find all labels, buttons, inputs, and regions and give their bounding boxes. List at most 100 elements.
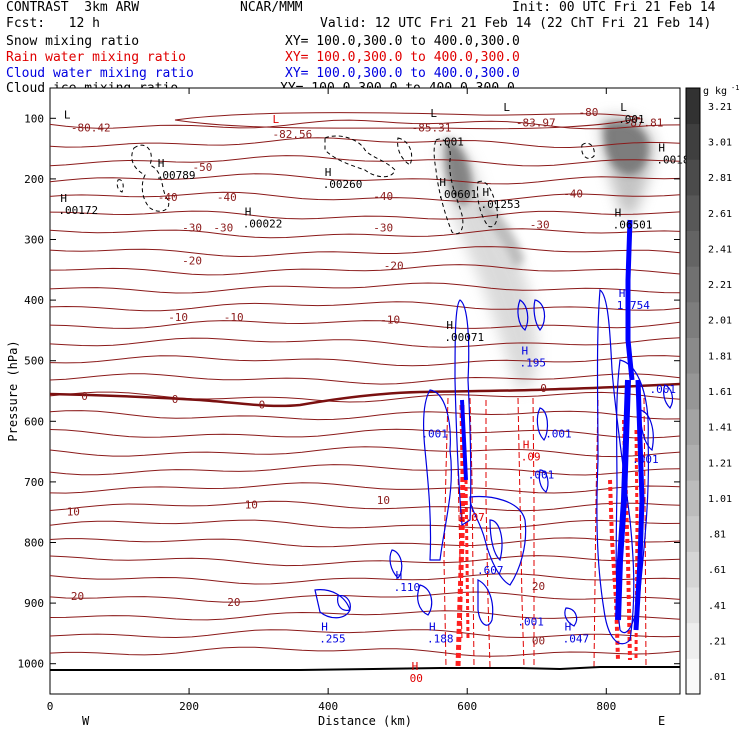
extremum-value: .01253 [481, 198, 521, 211]
colorbar-label: .01 [708, 672, 726, 683]
isotherm-line [49, 137, 681, 149]
x-tick-label: 200 [179, 700, 199, 713]
isotherm-line [49, 446, 681, 458]
colorbar-label: 3.21 [708, 102, 732, 113]
isotherm-line [49, 246, 681, 258]
extremum-letter: H [522, 345, 529, 358]
colorbar-frame [685, 87, 701, 695]
temperature-label: 20 [71, 590, 84, 603]
freezing-level-contour [49, 382, 681, 408]
colorbar-unit-exponent: -1 [731, 84, 739, 92]
extremum-value: .001 [517, 615, 544, 628]
west-label: W [82, 714, 90, 728]
colorbar-swatch [686, 88, 700, 125]
isotherm-line [49, 500, 681, 512]
temperature-label: -40 [217, 191, 237, 204]
isotherm-line [49, 573, 681, 585]
x-tick-label: 600 [457, 700, 477, 713]
extremum-value: .607 [477, 564, 504, 577]
temperature-label: -10 [168, 311, 188, 324]
extremum-value: .00172 [58, 204, 98, 217]
field-cloud-xy: XY= 100.0,300.0 to 400.0,300.0 [285, 66, 520, 81]
temperature-label: -85.31 [412, 121, 452, 134]
extremum-letter: H [396, 569, 403, 582]
isotherm-line [49, 519, 681, 529]
isotherm-line [49, 210, 681, 220]
extremum-value: .00601 [437, 188, 477, 201]
temperature-label: 10 [245, 498, 258, 511]
snow-shading [438, 115, 655, 392]
isotherm-line [49, 428, 681, 439]
temperature-label: -83.97 [516, 117, 556, 130]
temperature-label: 0 [172, 393, 179, 406]
extremum-value: .001 [632, 453, 659, 466]
temperature-label: -40 [373, 190, 393, 203]
extremum-value: .001 [528, 469, 555, 482]
colorbar-swatch [686, 159, 700, 196]
colorbar-label: 2.41 [708, 244, 732, 255]
y-tick-label: 100 [24, 112, 44, 125]
colorbar-swatch [686, 230, 700, 267]
colorbar-label: 2.01 [708, 316, 732, 327]
isotherm-line [49, 591, 681, 603]
x-tick-label: 400 [318, 700, 338, 713]
colorbar-swatch [686, 622, 700, 659]
y-tick-label: 500 [24, 355, 44, 368]
y-tick-label: 1000 [18, 658, 45, 671]
y-tick-label: 900 [24, 597, 44, 610]
field-rain-name: Rain water mixing ratio [6, 50, 187, 65]
isotherm-line [49, 355, 681, 367]
extremum-value: .001 [437, 135, 464, 148]
extremum-letter: H [321, 620, 328, 633]
cloud-ice-contours [116, 135, 595, 235]
extremum-letter: H [615, 207, 622, 220]
colorbar-label: 1.21 [708, 458, 732, 469]
extremum-letter: L [273, 113, 280, 126]
isotherm-line [49, 191, 681, 203]
isotherm-line [49, 264, 681, 276]
isotherm-line [49, 555, 681, 567]
extremum-letter: H [619, 287, 626, 300]
extremum-value: .09 [521, 451, 541, 464]
center-label: NCAR/MMM [240, 0, 303, 15]
cloud-water-contours [314, 288, 674, 645]
colorbar-swatch [686, 551, 700, 588]
y-tick-label: 700 [24, 476, 44, 489]
extremum-letter: H [325, 166, 332, 179]
field-snow-name: Snow mixing ratio [6, 34, 140, 49]
colorbar-label: 2.61 [708, 209, 732, 220]
isotherm-loop [174, 112, 641, 130]
extremum-letter: H [429, 620, 436, 633]
x-tick-label: 0 [47, 700, 54, 713]
temperature-label: -30 [213, 221, 233, 234]
isotherm-line [49, 391, 681, 403]
extremum-letter: H [658, 142, 665, 155]
temperature-label: -30 [182, 221, 202, 234]
colorbar-swatch [686, 408, 700, 445]
temperature-label: -80.42 [71, 121, 111, 134]
ground-line [50, 666, 680, 671]
y-axis-label: Pressure (hPa) [6, 340, 20, 441]
extremum-value: .06501 [613, 219, 653, 232]
y-tick-label: 300 [24, 234, 44, 247]
colorbar-swatch [686, 444, 700, 481]
extremum-letter: H [523, 439, 530, 452]
extremum-value: .001 [650, 383, 677, 396]
isotherm-line [49, 629, 681, 639]
isotherm-line [49, 537, 681, 548]
colorbar-swatch [686, 373, 700, 410]
extremum-value: .00071 [444, 331, 484, 344]
isotherm-line [49, 320, 681, 329]
colorbar-swatch [686, 480, 700, 517]
colorbar-swatch [686, 515, 700, 552]
isotherm-line [49, 228, 681, 239]
isotherm-line [49, 610, 681, 621]
colorbar-label: .61 [708, 565, 726, 576]
colorbar-label: 1.81 [708, 351, 732, 362]
isotherm-line [49, 464, 681, 476]
isotherm-line [49, 301, 681, 312]
temperature-label: -40 [563, 187, 583, 200]
extremum-letter: H [412, 660, 419, 673]
